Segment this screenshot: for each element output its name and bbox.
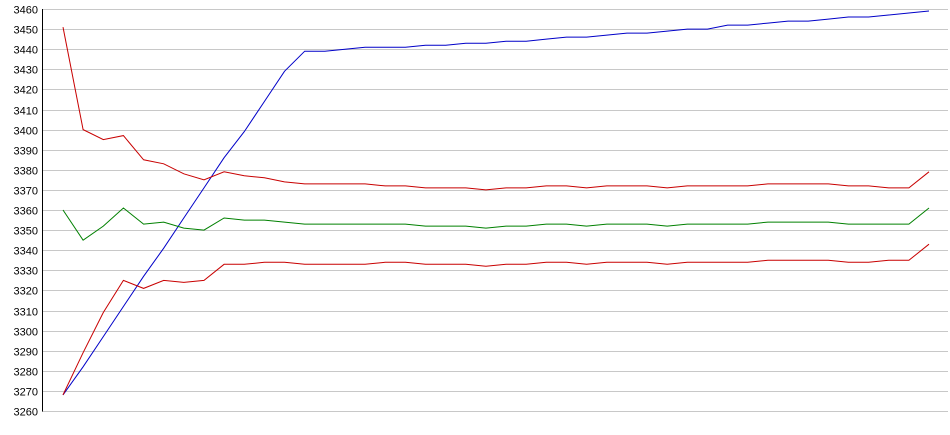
y-tick-label: 3390 bbox=[14, 146, 38, 158]
y-tick-label: 3310 bbox=[14, 307, 38, 319]
y-tick-label: 3280 bbox=[14, 367, 38, 379]
y-tick-label: 3440 bbox=[14, 45, 38, 57]
series-line-1 bbox=[62, 10, 930, 396]
y-tick-label: 3400 bbox=[14, 126, 38, 138]
y-tick-labels: 3260 3270 3280 3290 3300 3310 3320 3330 3340 3350… bbox=[14, 5, 38, 419]
series-line-4 bbox=[62, 243, 930, 396]
y-tick-label: 3430 bbox=[14, 65, 38, 77]
gridlines bbox=[42, 9, 948, 412]
y-tick-label: 3260 bbox=[14, 407, 38, 419]
y-tick-label: 3380 bbox=[14, 166, 38, 178]
y-tick-label: 3330 bbox=[14, 266, 38, 278]
series-lines bbox=[62, 10, 930, 396]
y-tick-label: 3350 bbox=[14, 226, 38, 238]
y-tick-label: 3270 bbox=[14, 387, 38, 399]
y-tick-label: 3340 bbox=[14, 246, 38, 258]
y-tick-label: 3460 bbox=[14, 5, 38, 17]
series-line-2 bbox=[62, 27, 930, 191]
series-line-3 bbox=[62, 207, 930, 241]
y-tick-label: 3320 bbox=[14, 286, 38, 298]
y-tick-label: 3410 bbox=[14, 106, 38, 118]
y-tick-label: 3360 bbox=[14, 206, 38, 218]
y-tick-label: 3290 bbox=[14, 347, 38, 359]
y-tick-label: 3370 bbox=[14, 186, 38, 198]
y-tick-label: 3450 bbox=[14, 25, 38, 37]
y-tick-label: 3300 bbox=[14, 327, 38, 339]
y-tick-label: 3420 bbox=[14, 85, 38, 97]
